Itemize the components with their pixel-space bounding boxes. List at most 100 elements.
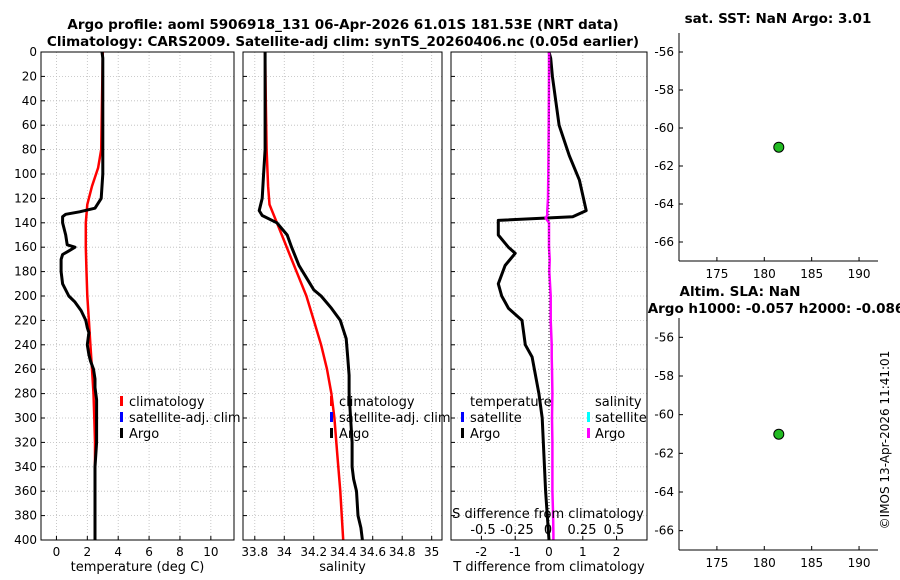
sla_map-xtick-label: 185: [800, 556, 823, 570]
temperature-legend-mark: [120, 396, 123, 406]
temperature-xtick-label: 2: [83, 545, 91, 559]
sst_map-xtick-label: 190: [848, 267, 871, 281]
salinity-frame: [242, 51, 443, 541]
temperature-legend-label: Argo: [129, 427, 159, 442]
sst_map-ytick-label: -66: [654, 235, 674, 249]
sst_map-ytick-label: -62: [654, 159, 674, 173]
difference-legend-right-mark: [587, 428, 590, 438]
salinity-series-0: [263, 51, 345, 541]
salinity-panel: 33.8 34 34.2 34.4 34.6 34.8 35 salinity: [241, 51, 442, 575]
temperature-legend-label: climatology: [129, 395, 205, 410]
sla_map-argo-point: [773, 428, 785, 440]
sla-title-line-2: Argo h1000: -0.057 h2000: -0.086: [648, 301, 900, 317]
temperature-ytick-label: 20: [22, 69, 37, 83]
sla-title-line-1: Altim. SLA: NaN: [680, 284, 801, 300]
temperature-ytick-label: 180: [14, 265, 37, 279]
temperature-ytick-label: 380: [14, 509, 37, 523]
temperature-ytick-label: 240: [14, 338, 37, 352]
difference-legend-left-label: satellite: [470, 411, 522, 426]
sst-title: sat. SST: NaN Argo: 3.01: [685, 11, 872, 27]
temperature-legend-mark: [120, 412, 123, 422]
salinity-xtick-label: 34.8: [389, 545, 416, 559]
sla_map-ytick-label: -58: [654, 369, 674, 383]
salinity-xtick-label: 34.6: [359, 545, 386, 559]
salinity-xlabel: salinity: [319, 560, 366, 575]
sla_map-ytick-label: -66: [654, 524, 674, 538]
sst_map-ytick-label: -58: [654, 83, 674, 97]
difference-legend-right-title: salinity: [595, 395, 642, 410]
sla_map-xtick-label: 175: [705, 556, 728, 570]
sla_map-ytick-label: -56: [654, 330, 674, 344]
temperature-xtick-label: 0: [53, 545, 61, 559]
difference-xtick-label: 2: [613, 545, 621, 559]
copyright-stamp: ©IMOS 13-Apr-2026 11:41:01: [878, 351, 892, 530]
difference-legend-left-mark: [461, 428, 464, 438]
sst_map-xtick-label: 175: [705, 267, 728, 281]
sst_map-ytick-label: -64: [654, 197, 674, 211]
salinity-xtick-label: 34.2: [300, 545, 327, 559]
temperature-ytick-label: 80: [22, 143, 37, 157]
sla_map-xtick-label: 190: [848, 556, 871, 570]
difference-series-0: [496, 51, 588, 541]
temperature-legend-label: satellite-adj. clim: [129, 411, 241, 426]
difference-xlabel: T difference from climatology: [452, 560, 645, 575]
salinity-xtick-label: 33.8: [241, 545, 268, 559]
temperature-xlabel: temperature (deg C): [71, 560, 205, 575]
sla_map-ytick-label: -62: [654, 446, 674, 460]
sst_map-argo-point: [773, 141, 785, 153]
difference-legend-right-label: satellite: [595, 411, 647, 426]
temperature-ytick-label: 0: [29, 45, 37, 59]
salinity-series-1: [257, 52, 364, 541]
temperature-ytick-label: 60: [22, 118, 37, 132]
salinity-legend-label: satellite-adj. clim: [339, 411, 451, 426]
temperature-ytick-label: 340: [14, 460, 37, 474]
difference-series-1: [544, 52, 555, 540]
difference-panel: -2 -1 0 1 2T difference from climatology: [451, 51, 647, 575]
salinity-legend-label: Argo: [339, 427, 369, 442]
figure-title-line-2: Climatology: CARS2009. Satellite-adj cli…: [47, 34, 639, 50]
temperature-ytick-label: 140: [14, 216, 37, 230]
temperature-ytick-label: 120: [14, 191, 37, 205]
figure-title-line-1: Argo profile: aoml 5906918_131 06-Apr-20…: [67, 17, 618, 33]
temperature-ytick-label: 40: [22, 94, 37, 108]
difference-top-tick-label: -0.25: [500, 523, 534, 538]
temperature-ytick-label: 160: [14, 240, 37, 254]
sst_map-ytick-label: -56: [654, 45, 674, 59]
difference-legend-left-title: temperature: [470, 395, 552, 410]
difference-xtick-label: 0: [545, 545, 553, 559]
temperature-ytick-label: 100: [14, 167, 37, 181]
temperature-ytick-label: 260: [14, 362, 37, 376]
temperature-frame: [40, 51, 235, 541]
difference-top-tick-label: 0.5: [604, 523, 625, 538]
sla_map-panel: 175 180 185 190 -56 -58 -60 -62 -64 -66: [654, 318, 878, 570]
sla_map-ytick-label: -60: [654, 408, 674, 422]
temperature-series-1: [59, 51, 105, 540]
difference-top-axis-label: S difference from climatology: [452, 507, 644, 522]
salinity-legend-mark: [330, 428, 333, 438]
sst_map-xtick-label: 185: [800, 267, 823, 281]
sst_map-ytick-label: -60: [654, 121, 674, 135]
temperature-xtick-label: 6: [145, 545, 153, 559]
temperature-ytick-label: 280: [14, 387, 37, 401]
difference-top-tick-label: -0.5: [470, 523, 495, 538]
difference-xtick-label: 1: [579, 545, 587, 559]
temperature-ytick-label: 400: [14, 533, 37, 547]
temperature-panel: 0 2 4 6 8 10020406080100120140160180200220240…: [14, 45, 234, 575]
salinity-xtick-label: 34: [277, 545, 292, 559]
difference-top-tick-label: 0.25: [568, 523, 597, 538]
difference-legend-right-mark: [587, 412, 590, 422]
sst_map-panel: 175 180 185 190 -56 -58 -60 -62 -64 -66: [654, 33, 878, 281]
sla_map-ytick-label: -64: [654, 485, 674, 499]
difference-legend-left-mark: [461, 412, 464, 422]
salinity-xtick-label: 35: [424, 545, 439, 559]
difference-xtick-label: -1: [509, 545, 521, 559]
difference-legend-right-label: Argo: [595, 427, 625, 442]
plot-panels: 0 2 4 6 8 10020406080100120140160180200220240…: [14, 33, 878, 575]
difference-top-tick-label: 0: [544, 523, 552, 538]
temperature-ytick-label: 300: [14, 411, 37, 425]
sst_map-xtick-label: 180: [753, 267, 776, 281]
temperature-ytick-label: 360: [14, 484, 37, 498]
temperature-xtick-label: 10: [203, 545, 218, 559]
salinity-legend-mark: [330, 412, 333, 422]
